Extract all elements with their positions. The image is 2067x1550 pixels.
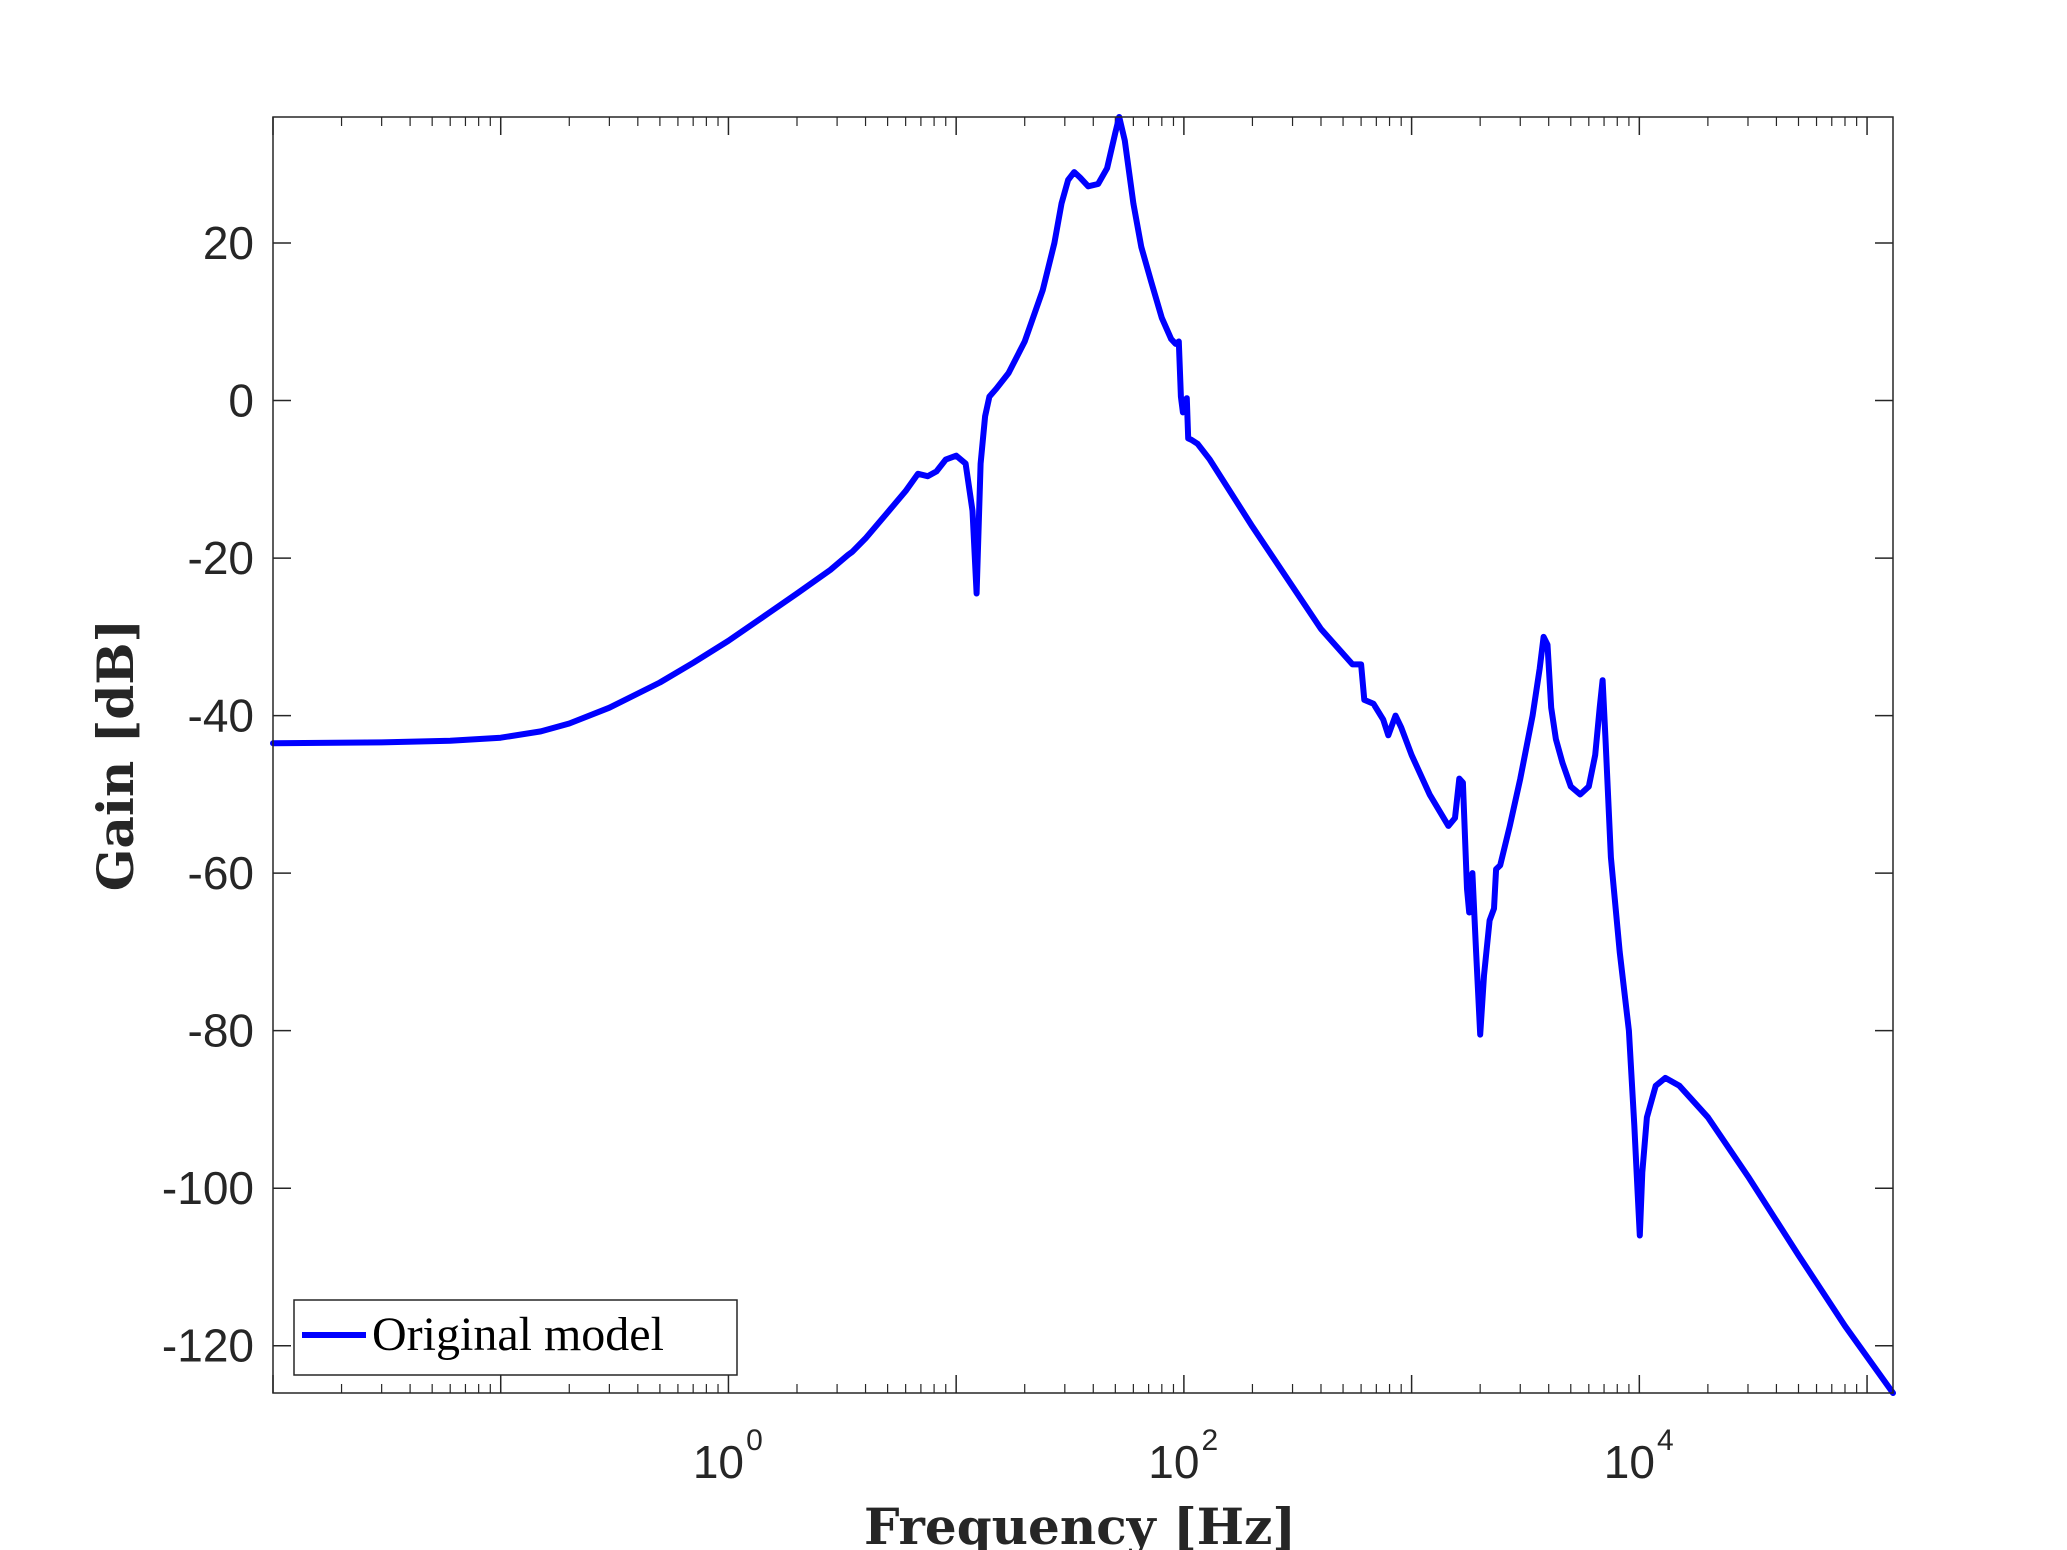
plot-background (273, 117, 1893, 1393)
x-tick-exponent: 2 (1202, 1424, 1219, 1457)
x-tick-label: 10 (693, 1436, 744, 1488)
y-axis-title: Gain [dB] (86, 619, 145, 891)
legend-label: Original model (372, 1308, 664, 1361)
y-tick-label: -120 (162, 1320, 254, 1372)
y-tick-label: -80 (188, 1005, 254, 1057)
x-tick-exponent: 4 (1657, 1424, 1674, 1457)
x-tick-label: 10 (1148, 1436, 1199, 1488)
y-tick-label: 20 (203, 217, 254, 269)
y-tick-label: -100 (162, 1162, 254, 1214)
legend-box (293, 1299, 738, 1376)
x-axis-title: Frequency [Hz] (864, 1497, 1296, 1550)
plot-frame (272, 116, 1894, 1394)
x-tick-labels: 10 0 10 2 10 4 (693, 1424, 1674, 1488)
legend: Original model (293, 1299, 738, 1376)
y-tick-label: -20 (188, 532, 254, 584)
y-ticks (273, 242, 1893, 1347)
y-tick-labels: 20 0 -20 -40 -60 -80 -100 -120 (162, 217, 254, 1372)
x-minor-ticks (340, 117, 1858, 1393)
x-tick-label: 10 (1604, 1436, 1655, 1488)
y-tick-label: -60 (188, 847, 254, 899)
x-tick-exponent: 0 (746, 1424, 763, 1457)
y-tick-label: -40 (188, 690, 254, 742)
series-line-original-model (270, 114, 1896, 1396)
y-tick-label: 0 (228, 375, 254, 427)
